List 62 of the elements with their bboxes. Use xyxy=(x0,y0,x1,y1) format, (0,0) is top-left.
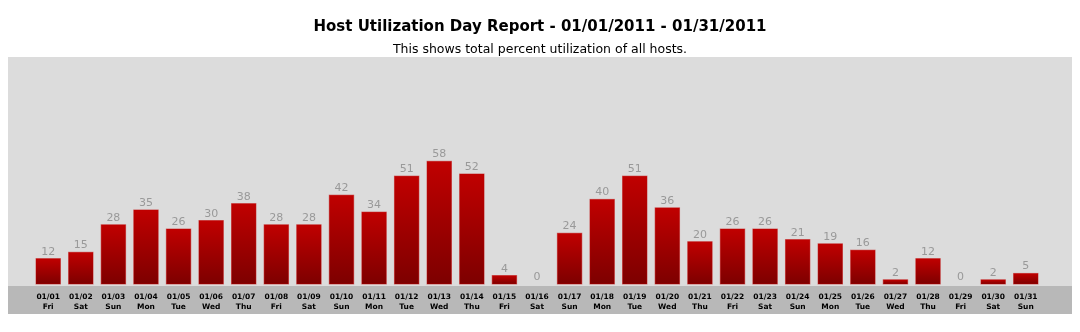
data-label: 30 xyxy=(204,206,219,220)
data-label: 40 xyxy=(595,185,610,199)
data-label: 28 xyxy=(106,210,121,224)
data-label: 52 xyxy=(464,159,479,173)
bar xyxy=(556,232,583,285)
bar xyxy=(491,275,518,285)
bar xyxy=(459,173,485,285)
bar xyxy=(622,175,648,285)
data-label: 42 xyxy=(334,181,349,195)
bar xyxy=(165,228,192,285)
data-label: 26 xyxy=(758,215,773,228)
data-label: 35 xyxy=(138,195,153,209)
data-label: 20 xyxy=(692,227,707,241)
bar xyxy=(35,258,61,285)
bar xyxy=(784,239,811,285)
chart-subtitle: This shows total percent utilization of all hosts. xyxy=(391,41,688,56)
bar xyxy=(68,251,94,285)
data-label: 4 xyxy=(500,261,508,275)
bar xyxy=(882,279,909,285)
bar xyxy=(361,211,387,285)
data-label: 12 xyxy=(41,244,56,258)
data-label: 24 xyxy=(562,219,577,233)
data-label: 38 xyxy=(236,189,251,203)
bar xyxy=(296,224,322,285)
bar xyxy=(687,241,713,285)
data-label: 12 xyxy=(921,244,936,258)
data-label: 34 xyxy=(367,198,382,212)
data-label: 5 xyxy=(1022,259,1030,273)
data-label: 51 xyxy=(399,162,414,176)
bar xyxy=(328,194,355,285)
chart-title: Host Utilization Day Report - 01/01/2011 - 01/31/2011 xyxy=(313,17,767,35)
data-label: 28 xyxy=(301,210,316,224)
data-label: 26 xyxy=(725,215,740,228)
bar xyxy=(915,258,941,285)
data-label: 15 xyxy=(73,238,88,252)
bar xyxy=(393,175,420,285)
data-label: 2 xyxy=(891,265,899,279)
bar xyxy=(263,224,290,285)
data-label: 19 xyxy=(823,229,838,243)
bar xyxy=(719,228,746,285)
bar xyxy=(589,198,615,285)
data-label: 16 xyxy=(855,236,870,250)
data-label: 36 xyxy=(660,193,675,207)
data-label: 51 xyxy=(627,162,642,176)
data-label: 58 xyxy=(432,147,447,161)
bar xyxy=(817,243,843,285)
bar xyxy=(100,224,127,285)
data-label: 0 xyxy=(533,270,541,283)
data-label: 2 xyxy=(989,265,997,279)
bar xyxy=(850,249,876,285)
bar xyxy=(654,207,681,285)
data-label: 21 xyxy=(790,225,805,239)
data-label: 28 xyxy=(269,210,284,224)
bar xyxy=(752,228,778,285)
data-label: 0 xyxy=(957,270,965,283)
bar xyxy=(198,220,224,285)
data-label: 26 xyxy=(171,215,186,228)
bar xyxy=(231,203,257,285)
bar xyxy=(1013,272,1039,285)
bar xyxy=(426,160,452,285)
bar xyxy=(133,209,159,285)
bar xyxy=(980,279,1006,285)
